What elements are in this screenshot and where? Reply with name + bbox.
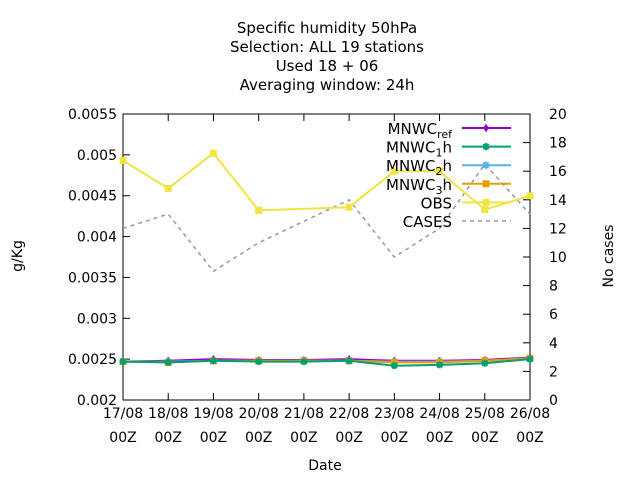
x-axis-ticks: 17/08 00Z 18/08 00Z 19/08 00Z 20/08 00Z 21/08 00Z… [103, 114, 550, 446]
y2-axis-label: No cases [601, 225, 617, 288]
series-cases [122, 162, 531, 273]
y-axis-label: g/Kg [10, 240, 26, 272]
title-line: Specific humidity 50hPa [237, 19, 417, 37]
y2-tick-label: 2 [549, 364, 558, 380]
x-tick-sublabel: 00Z [516, 430, 543, 446]
legend-label: MNWC1h [386, 139, 452, 160]
data-point [345, 203, 353, 211]
legend-label: CASES [403, 213, 452, 231]
y2-axis-ticks: 0 2 4 6 8 10 12 14 16 18 20 [523, 107, 567, 409]
data-point [345, 357, 353, 365]
y2-tick-label: 6 [549, 307, 558, 323]
x-tick-sublabel: 00Z [426, 430, 453, 446]
data-point [300, 358, 308, 366]
x-tick-label: 20/08 [238, 406, 278, 422]
data-point [482, 198, 490, 206]
data-point [390, 362, 398, 370]
y-tick-label: 0.0025 [68, 352, 117, 368]
data-point [390, 167, 398, 175]
data-point [482, 161, 490, 169]
x-tick-label: 26/08 [510, 406, 550, 422]
series-line [122, 358, 531, 367]
data-point [119, 157, 127, 165]
x-tick-sublabel: 00Z [290, 430, 317, 446]
y-tick-label: 0.003 [77, 311, 117, 327]
data-point [482, 180, 490, 188]
data-point [164, 184, 172, 192]
data-point [119, 358, 127, 366]
y-tick-label: 0.002 [77, 393, 117, 409]
data-point [481, 206, 489, 214]
x-tick-sublabel: 00Z [381, 430, 408, 446]
y-axis-ticks: 0.002 0.0025 0.003 0.0035 0.004 0.0045 0.005 0.… [68, 107, 130, 409]
y-tick-label: 0.0055 [68, 107, 117, 123]
y2-tick-label: 14 [549, 193, 567, 209]
y2-tick-label: 8 [549, 279, 558, 295]
plot-area [122, 113, 531, 401]
title-line: Used 18 + 06 [276, 57, 379, 75]
title-line: Selection: ALL 19 stations [230, 38, 424, 56]
data-point [209, 149, 217, 157]
data-point [481, 359, 489, 367]
plot-border [122, 113, 531, 401]
y2-tick-label: 16 [549, 164, 567, 180]
data-point [436, 361, 444, 369]
x-tick-label: 25/08 [465, 406, 505, 422]
data-point [209, 357, 217, 365]
x-tick-label: 24/08 [419, 406, 459, 422]
data-point [526, 192, 534, 200]
x-tick-label: 21/08 [284, 406, 324, 422]
data-point [255, 358, 263, 366]
data-point [526, 355, 534, 363]
y2-tick-label: 20 [549, 107, 567, 123]
series-mnwc-1h [119, 355, 534, 370]
x-axis-label: Date [308, 458, 341, 474]
x-tick-label: 23/08 [374, 406, 414, 422]
data-point [482, 143, 490, 151]
data-point [164, 358, 172, 366]
x-tick-sublabel: 00Z [155, 430, 182, 446]
y2-tick-label: 12 [549, 221, 567, 237]
legend-label: MNWC2h [386, 157, 452, 178]
y-tick-label: 0.004 [77, 230, 117, 246]
data-point-dot [483, 125, 489, 131]
series-layer [119, 149, 534, 370]
y2-tick-label: 4 [549, 336, 558, 352]
legend-label: MNWC3h [386, 176, 452, 197]
x-tick-sublabel: 00Z [471, 430, 498, 446]
series-obs [119, 149, 534, 214]
y2-tick-label: 10 [549, 250, 567, 266]
x-tick-sublabel: 00Z [245, 430, 272, 446]
legend-label: MNWCref [388, 120, 454, 141]
data-point [255, 206, 263, 214]
y2-tick-label: 18 [549, 136, 567, 152]
legend-label: OBS [421, 194, 452, 212]
title-line: Averaging window: 24h [240, 76, 415, 94]
data-point [436, 167, 444, 175]
x-tick-label: 18/08 [148, 406, 188, 422]
y-tick-label: 0.0035 [68, 270, 117, 286]
series-line [122, 162, 531, 273]
y-tick-label: 0.0045 [68, 189, 117, 205]
x-tick-label: 22/08 [329, 406, 369, 422]
x-tick-label: 19/08 [193, 406, 233, 422]
x-tick-label: 17/08 [103, 406, 143, 422]
x-tick-sublabel: 00Z [200, 430, 227, 446]
x-tick-sublabel: 00Z [109, 430, 136, 446]
y2-tick-label: 0 [549, 393, 558, 409]
x-tick-sublabel: 00Z [335, 430, 362, 446]
y-tick-label: 0.005 [77, 148, 117, 164]
